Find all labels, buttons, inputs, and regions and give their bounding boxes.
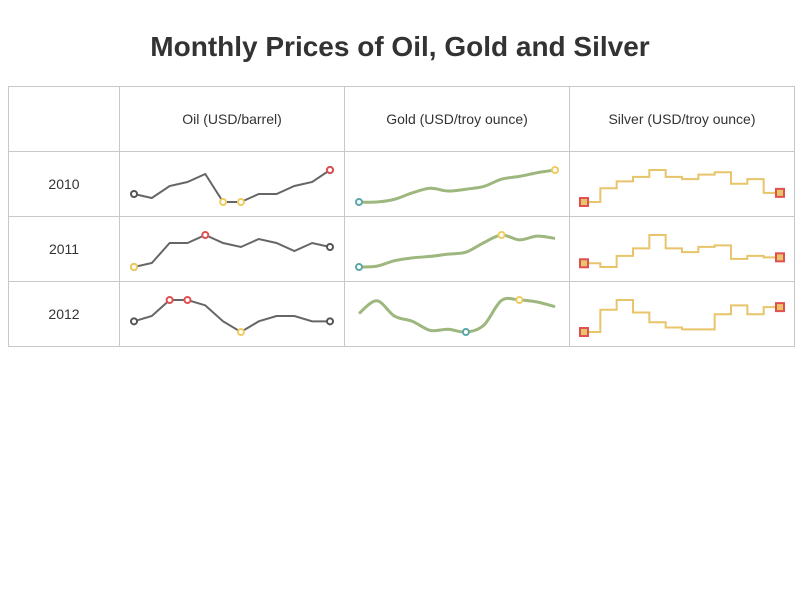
corner-header	[8, 86, 120, 152]
sparkline-cell-oil	[119, 216, 345, 282]
sparkline-cell-silver	[569, 216, 795, 282]
sparkline-step-line	[584, 299, 780, 333]
sparkline-cell-gold	[344, 216, 570, 282]
sparkline-step-line	[584, 234, 780, 268]
sparkline-cell-gold	[344, 151, 570, 217]
row-header-year: 2011	[8, 216, 120, 282]
table-row: 2010	[8, 151, 795, 217]
sparkline-cell-silver	[569, 281, 795, 347]
sparkline-point	[326, 243, 334, 251]
sparkline-point	[775, 187, 785, 198]
sparkline-cell-oil	[119, 151, 345, 217]
sparkline-svg	[130, 296, 334, 336]
sparkline-point	[326, 166, 334, 174]
table-row: 2012	[8, 281, 795, 347]
header-row: Oil (USD/barrel) Gold (USD/troy ounce) S…	[8, 86, 795, 152]
sparkline-line	[358, 296, 556, 334]
row-header-year: 2012	[8, 281, 120, 347]
sparkline-point	[130, 190, 138, 198]
sparkline-cell-silver	[569, 151, 795, 217]
sparkline-line	[133, 233, 331, 268]
chart-title: Monthly Prices of Oil, Gold and Silver	[150, 31, 650, 62]
sparkline-point	[775, 302, 785, 313]
sparkline-step-line	[584, 169, 780, 203]
sparkline-point	[183, 296, 192, 304]
sparkline-table: Oil (USD/barrel) Gold (USD/troy ounce) S…	[8, 86, 795, 347]
sparkline-cell-oil	[119, 281, 345, 347]
row-header-year: 2010	[8, 151, 120, 217]
sparkline-line	[133, 169, 331, 203]
sparkline-point	[579, 258, 589, 269]
table-row: 2011	[8, 216, 795, 282]
sparkline-point	[165, 296, 174, 304]
sparkline-svg	[358, 296, 556, 336]
column-header-gold: Gold (USD/troy ounce)	[344, 86, 570, 152]
sparkline-point	[355, 198, 363, 206]
sparkline-svg	[130, 166, 334, 206]
sparkline-point	[236, 328, 245, 336]
sparkline-point	[775, 252, 785, 263]
sparkline-svg	[130, 231, 334, 271]
sparkline-point	[326, 317, 334, 326]
sparkline-svg	[355, 166, 559, 206]
sparkline-point	[515, 296, 524, 304]
sparkline-line	[133, 299, 330, 334]
sparkline-point	[579, 327, 589, 337]
column-header-silver: Silver (USD/troy ounce)	[569, 86, 795, 152]
sparkline-cell-gold	[344, 281, 570, 347]
sparkline-svg	[579, 234, 785, 269]
sparkline-point	[130, 317, 138, 326]
sparkline-point	[551, 166, 559, 174]
sparkline-line	[358, 233, 556, 269]
sparkline-point	[130, 263, 138, 271]
sparkline-svg	[355, 231, 556, 271]
sparkline-svg	[579, 169, 785, 207]
sparkline-svg	[579, 299, 785, 337]
column-header-oil: Oil (USD/barrel)	[119, 86, 345, 152]
sparkline-point	[236, 198, 245, 206]
sparkline-line	[358, 168, 556, 204]
sparkline-point	[355, 263, 363, 271]
sparkline-point	[201, 231, 210, 239]
sparkline-point	[461, 328, 470, 336]
sparkline-point	[579, 197, 589, 207]
sparkline-point	[497, 231, 506, 239]
sparkline-point	[219, 198, 228, 206]
